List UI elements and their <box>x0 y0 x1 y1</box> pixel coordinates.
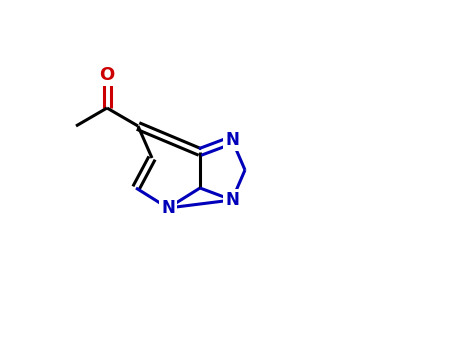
Text: O: O <box>99 66 115 84</box>
Text: N: N <box>225 131 239 149</box>
Text: N: N <box>161 199 175 217</box>
Text: N: N <box>225 191 239 209</box>
